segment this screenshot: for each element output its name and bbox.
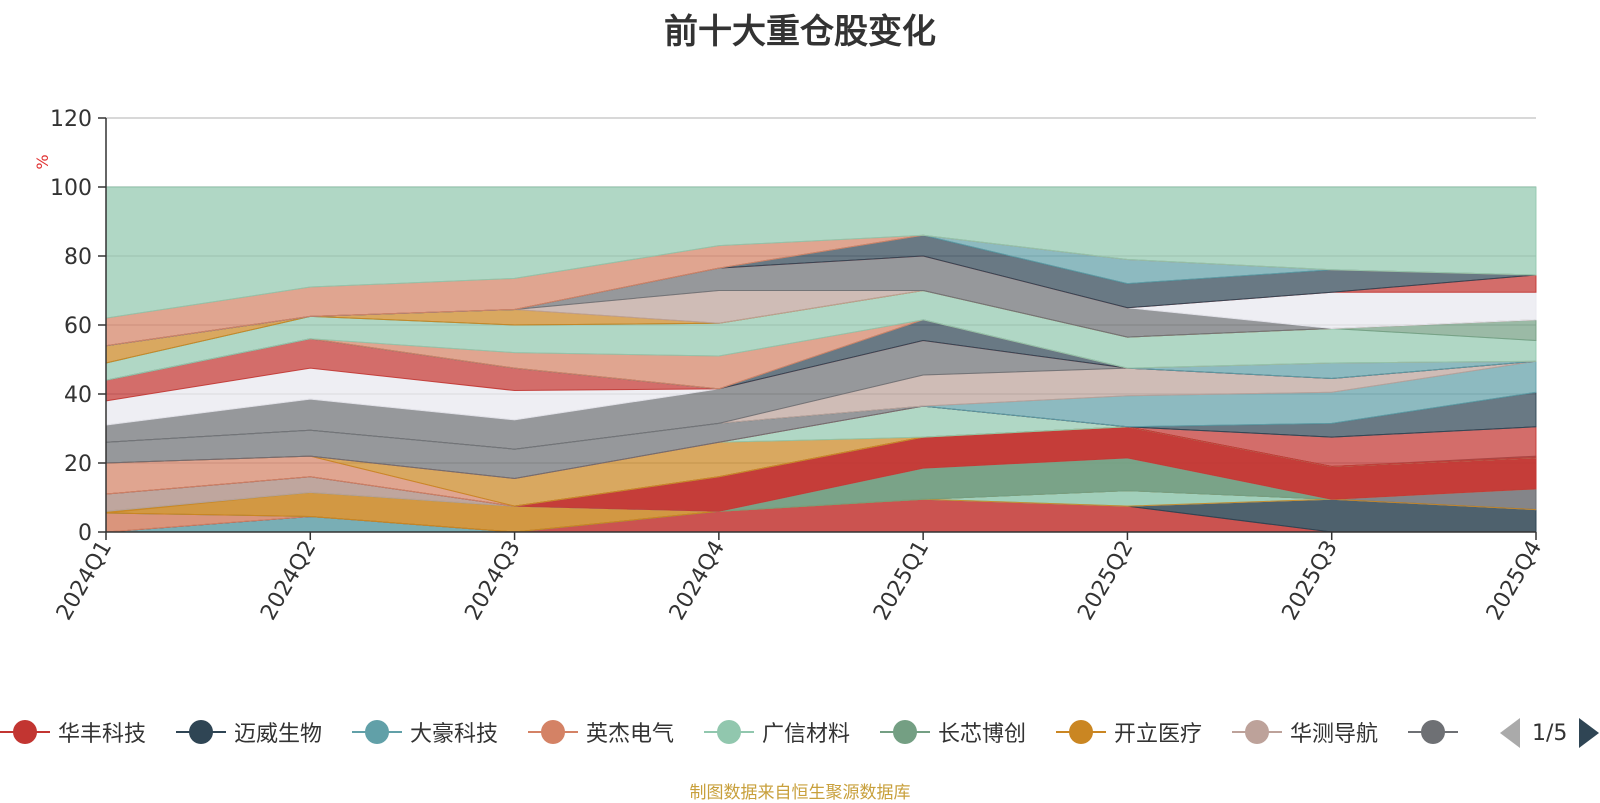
legend-label: 华测导航 — [1290, 722, 1379, 747]
legend-prev-arrow-icon[interactable] — [1500, 718, 1520, 748]
legend-item-0[interactable]: 华丰科技 — [0, 712, 146, 752]
legend-label: 华丰科技 — [58, 722, 147, 747]
x-tick-label-7: 2025Q4 — [1482, 537, 1547, 625]
legend-swatch-icon — [1056, 719, 1106, 745]
legend-item-4[interactable]: 广信材料 — [704, 712, 850, 752]
legend: 华丰科技 迈威生物 大豪科技 英杰电气 广信材料 长芯博创 开立医疗 华测导航 — [0, 712, 1480, 752]
source-note: 制图数据来自恒生聚源数据库 — [689, 783, 911, 803]
legend-label: 开立医疗 — [1114, 722, 1203, 747]
x-tick-label-1: 2024Q2 — [256, 537, 321, 625]
legend-swatch-icon — [1232, 719, 1282, 745]
legend-item-3[interactable]: 英杰电气 — [528, 712, 674, 752]
stacked-areas — [105, 186, 1537, 533]
y-tick-label-5: 100 — [50, 176, 92, 201]
legend-label: 英杰电气 — [586, 722, 675, 747]
legend-label: 大豪科技 — [410, 722, 499, 747]
x-tick-labels: 2024Q1 2024Q2 2024Q3 2024Q4 2025Q1 2025Q2 2025… — [52, 532, 1547, 625]
legend-swatch-icon — [880, 719, 930, 745]
legend-swatch-icon — [1408, 719, 1458, 745]
x-tick-label-4: 2025Q1 — [869, 537, 934, 625]
legend-item-1[interactable]: 迈威生物 — [176, 712, 322, 752]
legend-swatch-icon — [528, 719, 578, 745]
legend-label: 迈威生物 — [234, 722, 323, 747]
chart-canvas: 0 20 40 60 80 100 120 2024Q1 2024Q2 2024Q3 2024Q4… — [33, 107, 1547, 625]
y-tick-label-6: 120 — [50, 107, 92, 132]
legend-label: 广信材料 — [762, 722, 851, 747]
x-tick-label-3: 2024Q4 — [665, 537, 730, 625]
legend-swatch-icon — [352, 719, 402, 745]
legend-next-arrow-icon[interactable] — [1579, 718, 1600, 748]
y-tick-label-1: 20 — [64, 452, 92, 477]
y-tick-labels: 0 20 40 60 80 100 120 — [50, 107, 106, 546]
legend-item-2[interactable]: 大豪科技 — [352, 712, 498, 752]
legend-page-indicator: 1/5 — [1532, 720, 1568, 746]
x-tick-label-0: 2024Q1 — [52, 537, 117, 625]
legend-swatch-icon — [176, 719, 226, 745]
x-tick-label-5: 2025Q2 — [1073, 537, 1138, 625]
x-tick-label-6: 2025Q3 — [1278, 537, 1343, 625]
legend-item-8[interactable] — [1408, 712, 1466, 752]
legend-label: 长芯博创 — [938, 722, 1027, 747]
y-axis-label: % — [33, 154, 52, 169]
legend-item-5[interactable]: 长芯博创 — [880, 712, 1026, 752]
x-tick-label-2: 2024Q3 — [460, 537, 525, 625]
y-tick-label-4: 80 — [64, 245, 92, 270]
legend-swatch-icon — [0, 719, 50, 745]
y-tick-label-0: 0 — [78, 521, 92, 546]
legend-item-6[interactable]: 开立医疗 — [1056, 712, 1202, 752]
area-layer-29 — [105, 186, 1537, 319]
chart-title: 前十大重仓股变化 — [664, 12, 936, 52]
legend-pager: 1/5 — [1500, 718, 1600, 748]
y-tick-label-3: 60 — [64, 314, 92, 339]
legend-swatch-icon — [704, 719, 754, 745]
y-tick-label-2: 40 — [64, 383, 92, 408]
legend-item-7[interactable]: 华测导航 — [1232, 712, 1378, 752]
